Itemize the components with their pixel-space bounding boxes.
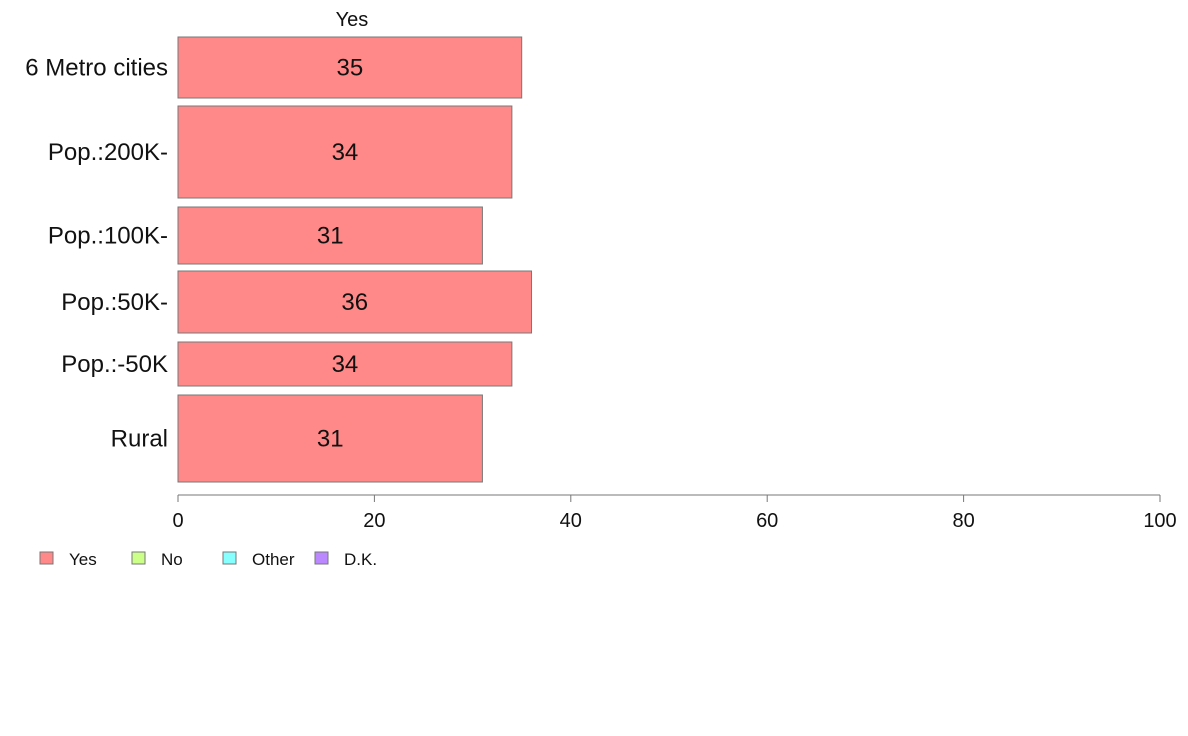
legend-label: No xyxy=(161,550,183,569)
legend: Yes No Other D.K. xyxy=(39,550,377,569)
category-labels: 6 Metro cities Pop.:200K- Pop.:100K- Pop.:5… xyxy=(25,55,168,453)
bar-value-label: 31 xyxy=(317,223,344,250)
bars-group: 35 34 31 36 34 31 xyxy=(177,36,533,483)
x-tick-label: 80 xyxy=(952,510,974,532)
legend-swatch xyxy=(222,551,237,565)
category-label: Pop.:50K- xyxy=(61,289,168,316)
bar xyxy=(177,341,513,387)
bar xyxy=(177,36,523,99)
x-tick-label: 60 xyxy=(756,510,778,532)
series-heading: Yes xyxy=(336,9,369,31)
category-label: Pop.:-50K xyxy=(61,351,168,378)
legend-swatch xyxy=(39,551,54,565)
bar xyxy=(177,394,483,483)
bar-value-label: 35 xyxy=(336,55,363,82)
bar-value-label: 34 xyxy=(332,139,359,166)
category-label: Rural xyxy=(111,426,168,453)
bar-value-label: 34 xyxy=(332,351,359,378)
x-tick-label: 40 xyxy=(560,510,582,532)
legend-label: Yes xyxy=(69,550,97,569)
bar-value-label: 36 xyxy=(341,289,368,316)
bar xyxy=(177,206,483,265)
bar xyxy=(177,105,513,199)
legend-swatch xyxy=(314,551,329,565)
x-tick-label: 20 xyxy=(363,510,385,532)
category-label: Pop.:100K- xyxy=(48,223,168,250)
bar xyxy=(177,270,533,334)
x-tick-label: 100 xyxy=(1143,510,1176,532)
legend-label: D.K. xyxy=(344,550,377,569)
legend-swatch xyxy=(131,551,146,565)
x-tick-label: 0 xyxy=(172,510,183,532)
bar-value-label: 31 xyxy=(317,426,344,453)
category-label: Pop.:200K- xyxy=(48,139,168,166)
legend-label: Other xyxy=(252,550,295,569)
x-axis: 0 20 40 60 80 100 xyxy=(172,494,1177,532)
category-label: 6 Metro cities xyxy=(25,55,168,82)
